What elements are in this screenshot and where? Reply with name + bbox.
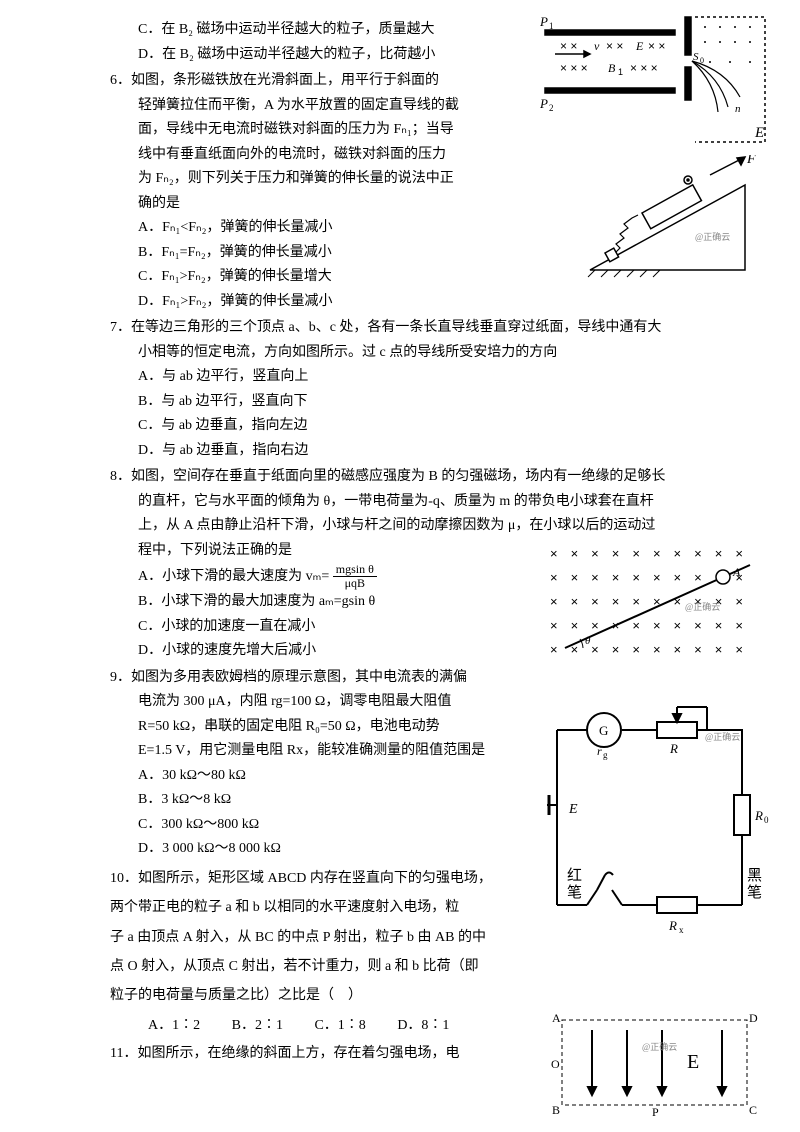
watermark: @正确云 — [705, 731, 740, 742]
q10-optB: B．2∶1 — [232, 1018, 283, 1033]
q7-optA: A．与 ab 边平行，竖直向上 — [138, 365, 740, 390]
q7-stem1: 7．在等边三角形的三个顶点 a、b、c 处，各有一条长直导线垂直穿过纸面，导线中… — [110, 316, 740, 341]
svg-text:笔: 笔 — [567, 884, 582, 901]
svg-text:笔: 笔 — [747, 884, 762, 901]
figure-incline-magnet: F @正确云 — [580, 155, 760, 285]
svg-text:g: g — [603, 750, 608, 760]
svg-text:v: v — [594, 39, 600, 53]
q7-optD: D．与 ab 边垂直，指向右边 — [138, 439, 740, 464]
figure-rect-field: E A D O B P C @正确云 — [547, 1010, 762, 1120]
q7-optC: C．与 ab 边垂直，指向左边 — [138, 414, 740, 439]
watermark: @正确云 — [695, 231, 730, 242]
q6-optD: D．Fₙ₁>Fₙ₂，弹簧的伸长量减小 — [138, 290, 740, 315]
q8-optA-frac: mgsin θ μqB — [333, 563, 377, 590]
svg-text:× × × × × × × × × ×: × × × × × × × × × × — [550, 546, 743, 561]
q8-optA-pre: A．小球下滑的最大速度为 vₘ= — [138, 569, 329, 584]
svg-text:A: A — [552, 1011, 561, 1025]
svg-text:A: A — [732, 565, 741, 579]
q8-stem1: 8．如图，空间存在垂直于纸面向里的磁感应强度为 B 的匀强磁场，场内有一绝缘的足… — [110, 465, 740, 490]
figure-inclined-rod: × × × × × × × × × × × × × × × × × × × × … — [545, 540, 765, 675]
svg-text:x: x — [679, 925, 684, 935]
svg-text:R: R — [754, 808, 763, 823]
q8-stem3: 上，从 A 点由静止沿杆下滑，小球与杆之间的动摩擦因数为 μ，在小球以后的运动过 — [138, 514, 740, 539]
q8-optA-den: μqB — [333, 577, 377, 590]
figure-velocity-selector: × ×v× × E× × × × × B1 × × × P1 P2 S0 n E — [540, 12, 770, 147]
svg-text:E: E — [687, 1051, 699, 1073]
svg-text:E: E — [635, 39, 644, 53]
svg-text:× × ×: × × × — [560, 61, 588, 75]
svg-text:R: R — [669, 741, 678, 756]
watermark: @正确云 — [642, 1041, 677, 1052]
q8-stem2: 的直杆，它与水平面的倾角为 θ，一带电荷量为-q、质量为 m 的带负电小球套在直… — [138, 490, 740, 515]
svg-text:P: P — [540, 14, 548, 29]
q8-optA-num: mgsin θ — [333, 563, 377, 577]
svg-text:O: O — [551, 1057, 560, 1071]
svg-text:B: B — [552, 1103, 560, 1117]
svg-text:E: E — [754, 125, 764, 141]
svg-text:1: 1 — [549, 21, 554, 31]
svg-text:× ×: × × — [648, 39, 665, 53]
svg-text:0: 0 — [764, 815, 769, 825]
svg-text:黑: 黑 — [747, 868, 762, 884]
q7: 7．在等边三角形的三个顶点 a、b、c 处，各有一条长直导线垂直穿过纸面，导线中… — [110, 316, 740, 463]
svg-text:R: R — [668, 918, 677, 933]
q10-optD: D．8∶1 — [397, 1018, 449, 1033]
watermark: @正确云 — [685, 601, 720, 612]
q7-stem2: 小相等的恒定电流，方向如图所示。过 c 点的导线所受安培力的方向 — [138, 341, 740, 366]
svg-text:D: D — [749, 1011, 758, 1025]
svg-text:C: C — [749, 1103, 757, 1117]
q10-stem4: 点 O 射入，从顶点 C 射出，若不计重力，则 a 和 b 比荷（即 — [110, 952, 740, 981]
svg-text:× ×: × × — [606, 39, 623, 53]
svg-text:n: n — [735, 103, 741, 115]
q10-optA: A．1∶2 — [148, 1018, 200, 1033]
q10-optC: C．1∶8 — [314, 1018, 365, 1033]
svg-text:r: r — [597, 744, 602, 758]
q10-stem5: 粒子的电荷量与质量之比）之比是（ ） — [110, 981, 740, 1010]
svg-text:× × × × × × × × × ×: × × × × × × × × × × — [550, 642, 743, 657]
svg-text:× × ×: × × × — [630, 61, 658, 75]
svg-text:E: E — [568, 802, 578, 817]
figure-ohmmeter-circuit: G rg R R0 E Rx 红 笔 黑 笔 @正确云 — [527, 695, 772, 945]
svg-text:2: 2 — [549, 103, 554, 113]
svg-text:红: 红 — [567, 867, 582, 884]
svg-text:B: B — [608, 61, 616, 75]
svg-text:1: 1 — [618, 67, 623, 77]
svg-text:× × × × × × × × × ×: × × × × × × × × × × — [550, 570, 743, 585]
svg-text:θ: θ — [585, 635, 591, 647]
q7-optB: B．与 ab 边平行，竖直向下 — [138, 390, 740, 415]
svg-text:P: P — [652, 1105, 659, 1119]
svg-text:G: G — [599, 723, 608, 738]
svg-text:P: P — [540, 96, 548, 111]
svg-text:F: F — [746, 155, 756, 167]
svg-text:× ×: × × — [560, 39, 577, 53]
svg-text:× × × × × × × × × ×: × × × × × × × × × × — [550, 618, 743, 633]
